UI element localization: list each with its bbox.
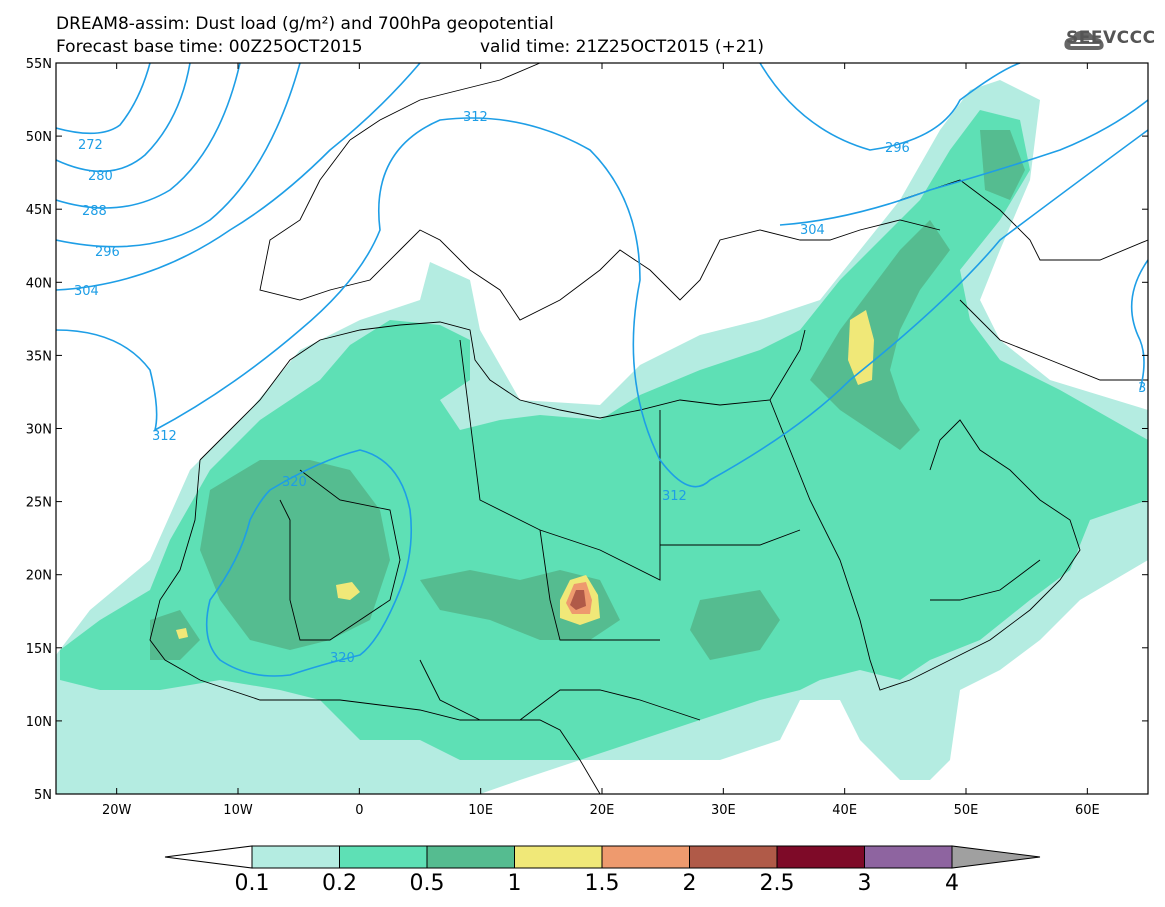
lat-label: 15N <box>26 642 52 657</box>
lon-label: 10E <box>468 803 493 818</box>
geopotential-contours <box>56 63 1148 677</box>
lon-label: 20E <box>590 803 615 818</box>
lat-label: 5N <box>34 788 52 803</box>
lon-label: 40E <box>832 803 857 818</box>
lat-label: 35N <box>26 349 52 364</box>
lat-label: 40N <box>26 276 52 291</box>
lon-label: 10W <box>223 803 253 818</box>
cloud-logo-icon <box>1064 30 1104 50</box>
lat-label: 50N <box>26 130 52 145</box>
lat-label: 25N <box>26 496 52 511</box>
contour-label: 272 <box>78 138 103 153</box>
colorbar-under-arrow <box>164 845 253 869</box>
lon-label: 50E <box>954 803 979 818</box>
lat-label: 55N <box>26 57 52 72</box>
colorbar-swatch <box>251 845 340 869</box>
map-axes: 55N 50N 45N 40N 35N 30N 25N 20N 15N 10N 5N 20W 10W 0 1… <box>26 57 1148 818</box>
colorbar-label: 0.2 <box>322 871 357 896</box>
forecast-base-time: Forecast base time: 00Z25OCT2015 <box>56 37 363 57</box>
lon-label: 0 <box>355 803 363 818</box>
lat-label: 30N <box>26 423 52 438</box>
colorbar-label: 1 <box>508 871 522 896</box>
contour-label: 320 <box>330 651 355 666</box>
contour-label: 280 <box>88 169 113 184</box>
lon-label: 20W <box>102 803 132 818</box>
colorbar-label: 3 <box>858 871 872 896</box>
colorbar-swatch <box>514 845 603 869</box>
colorbar-label: 2.5 <box>760 871 795 896</box>
contour-label: 312 <box>152 429 177 444</box>
colorbar-legend: 0.1 0.2 0.5 1 1.5 2 2.5 3 4 <box>164 845 1041 896</box>
contour-label: 3 <box>1138 381 1146 396</box>
lat-label: 10N <box>26 715 52 730</box>
logo-text: SEEVCCC <box>1066 28 1156 48</box>
valid-time: valid time: 21Z25OCT2015 (+21) <box>480 37 765 57</box>
colorbar-label: 0.5 <box>410 871 445 896</box>
colorbar-swatch <box>339 845 428 869</box>
contour-label: 296 <box>885 141 910 156</box>
coastlines <box>149 63 1148 794</box>
contour-label: 304 <box>800 223 825 238</box>
lat-label: 20N <box>26 569 52 584</box>
contour-label: 296 <box>95 245 120 260</box>
lon-label: 30E <box>711 803 736 818</box>
colorbar-label: 0.1 <box>235 871 270 896</box>
colorbar-label: 2 <box>683 871 697 896</box>
colorbar-label: 4 <box>945 871 959 896</box>
map-title: DREAM8-assim: Dust load (g/m²) and 700hP… <box>56 14 554 34</box>
colorbar-label: 1.5 <box>585 871 620 896</box>
contour-labels: 272 280 288 296 304 312 296 304 312 320 … <box>74 110 1146 666</box>
contour-label: 312 <box>463 110 488 125</box>
lon-label: 60E <box>1075 803 1100 818</box>
contour-label: 320 <box>282 475 307 490</box>
contour-label: 312 <box>662 489 687 504</box>
colorbar-swatch <box>426 845 515 869</box>
colorbar-swatch <box>776 845 865 869</box>
contour-label: 288 <box>82 204 107 219</box>
contour-label: 304 <box>74 284 99 299</box>
lat-label: 45N <box>26 203 52 218</box>
colorbar-over-arrow <box>951 845 1041 869</box>
colorbar-swatch <box>601 845 690 869</box>
dust-shading <box>56 80 1148 794</box>
colorbar-swatch <box>689 845 778 869</box>
colorbar-swatch <box>864 845 953 869</box>
